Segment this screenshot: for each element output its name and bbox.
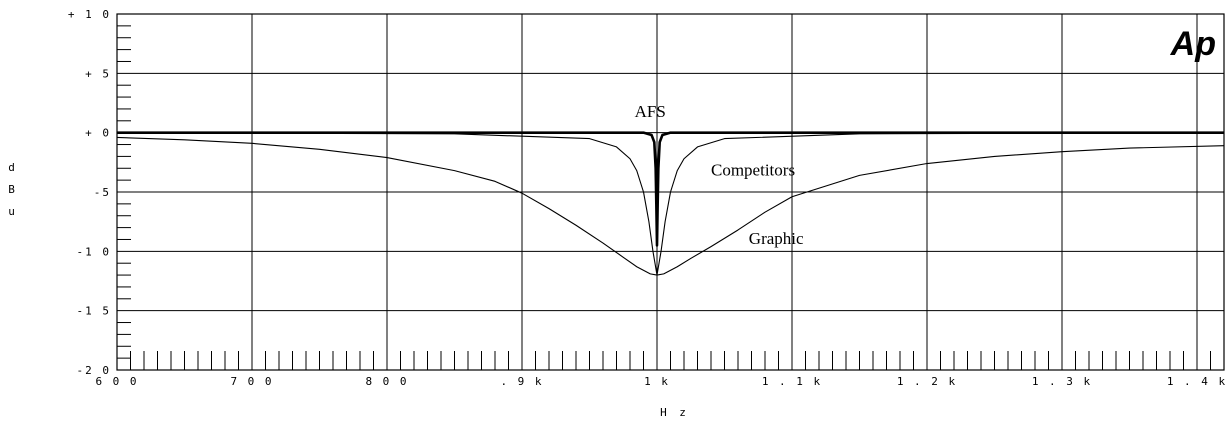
- x-tick-label: 7 0 0: [230, 375, 273, 388]
- x-axis-label: H z: [660, 406, 689, 419]
- y-tick-label: -5: [94, 186, 111, 199]
- x-tick-label: . 9 k: [500, 375, 543, 388]
- y-axis-label: dBu: [8, 161, 18, 218]
- annotation-afs: AFS: [635, 102, 666, 121]
- y-tick-label: + 1 0: [68, 8, 111, 21]
- y-tick-label: -1 5: [77, 305, 112, 318]
- annotations: AFS Competitors Graphic: [635, 102, 804, 248]
- y-tick-label: -1 0: [77, 245, 112, 258]
- minor-ticks: [117, 25, 1211, 370]
- x-tick-label: 1 k: [644, 375, 670, 388]
- annotation-graphic: Graphic: [749, 229, 804, 248]
- x-tick-label: 1 . 3 k: [1032, 375, 1092, 388]
- x-tick-label: 6 0 0: [95, 375, 138, 388]
- x-tick-label: 1 . 1 k: [762, 375, 822, 388]
- x-tick-label: 1 . 4 k: [1167, 375, 1227, 388]
- x-tick-label: 1 . 2 k: [897, 375, 957, 388]
- y-axis-label-char: d: [8, 161, 18, 174]
- y-axis-label-char: u: [8, 205, 18, 218]
- plot-frame: [116, 13, 1225, 371]
- annotation-competitors: Competitors: [711, 160, 795, 179]
- curve-graphic: [116, 136, 1225, 276]
- y-tick-labels: + 1 0 + 5 + 0 -5 -1 0 -1 5 -2 0: [68, 8, 112, 377]
- y-tick-label: -2 0: [77, 364, 112, 377]
- y-axis-label-char: B: [8, 183, 18, 196]
- curve-competitors: [116, 132, 1225, 276]
- y-tick-label: + 5: [85, 67, 111, 80]
- y-tick-label: + 0: [85, 127, 111, 140]
- x-tick-labels: 6 0 0 7 0 0 8 0 0 . 9 k 1 k 1 . 1 k 1 . 2 k 1 .…: [95, 375, 1227, 388]
- curves: [116, 131, 1225, 276]
- x-tick-label: 8 0 0: [365, 375, 408, 388]
- ap-logo: Ap: [1170, 25, 1216, 63]
- curve-afs: [117, 131, 1224, 247]
